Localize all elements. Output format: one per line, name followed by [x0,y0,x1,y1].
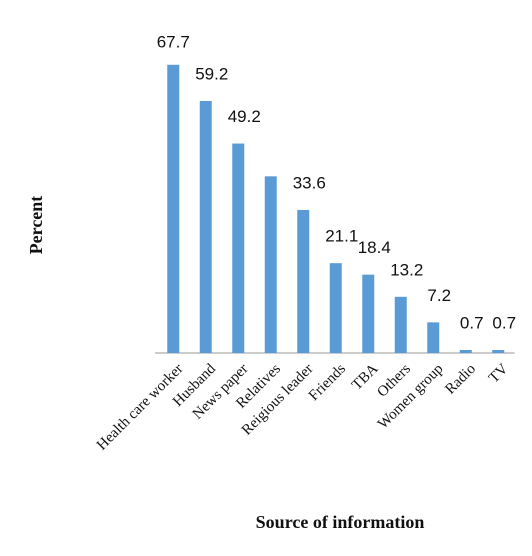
bar [199,100,212,353]
bar [297,209,310,353]
data-label: 67.7 [157,32,190,51]
bar [329,263,342,353]
bar [394,296,407,353]
data-label: 0.7 [492,314,516,333]
x-tick-label: TV [486,361,512,387]
data-label: 18.4 [358,238,391,257]
data-label: 49.2 [228,107,261,126]
data-label: 0.7 [460,314,484,333]
bar [362,274,375,353]
y-axis-title: Percent [26,196,46,255]
bar [232,143,245,353]
x-tick-label: Health care worker [94,361,187,454]
bar [459,350,472,353]
data-label: 13.2 [390,260,423,279]
x-axis-title: Source of information [256,512,425,532]
x-tick-label: Radio [442,361,479,398]
bar [264,176,277,353]
x-tick-label: Friends [306,361,349,404]
data-label: 7.2 [427,286,451,305]
data-label: 59.2 [195,64,228,83]
data-label: 21.1 [325,227,358,246]
data-label: 33.6 [293,173,326,192]
bar [427,322,440,353]
bar [492,350,505,353]
bar [167,64,180,353]
